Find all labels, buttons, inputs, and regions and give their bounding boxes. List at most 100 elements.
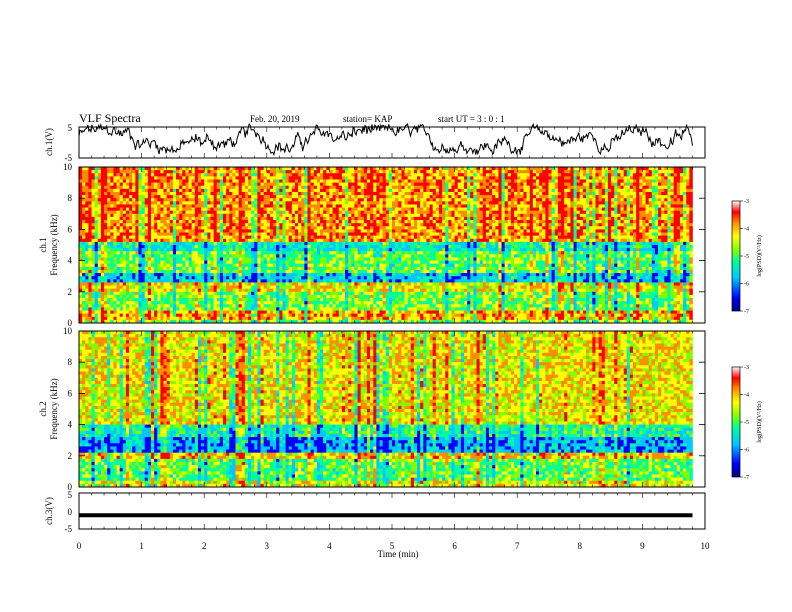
spectrogram-cell — [97, 232, 102, 236]
spectrogram-cell — [517, 195, 521, 199]
spectrogram-cell — [614, 173, 618, 177]
spectrogram-cell — [191, 241, 196, 246]
spectrogram-cell — [398, 191, 402, 196]
spectrogram-cell — [495, 204, 499, 208]
spectrogram-cell — [232, 223, 236, 227]
spectrogram-cell — [451, 241, 455, 246]
spectrogram-cell — [373, 235, 377, 240]
spectrogram-cell — [201, 201, 205, 205]
spectrogram-cell — [473, 182, 477, 187]
spectrogram-cell — [169, 191, 174, 196]
spectrogram-cell — [294, 170, 299, 174]
spectrogram-cell — [642, 241, 646, 246]
spectrogram-cell — [598, 241, 603, 246]
spectrogram-cell — [282, 238, 286, 243]
spectrogram-cell — [604, 182, 609, 187]
spectrogram-cell — [589, 195, 593, 199]
spectrogram-cell — [623, 241, 628, 246]
spectrogram-cell — [504, 207, 509, 211]
spectrogram-cell — [301, 182, 305, 187]
spectrogram-cell — [495, 207, 499, 211]
spectrogram-cell — [413, 220, 418, 224]
spectrogram-cell — [445, 198, 449, 202]
spectrogram-cell — [285, 176, 290, 180]
spectrogram-cell — [276, 223, 280, 227]
spectrogram-cell — [667, 185, 671, 190]
spectrogram-cell — [122, 207, 127, 211]
spectrogram-cell — [413, 198, 418, 202]
spectrogram-cell — [285, 241, 290, 246]
spectrogram-cell — [298, 191, 302, 196]
spectrogram-cell — [567, 182, 571, 187]
spectrogram-cell — [470, 191, 474, 196]
spectrogram-cell — [357, 213, 361, 218]
spectrogram-cell — [395, 188, 399, 193]
spectrogram-cell — [269, 232, 274, 236]
spectrogram-cell — [667, 188, 671, 193]
spectrogram-cell — [113, 216, 117, 221]
spectrogram-cell — [435, 235, 440, 240]
spectrogram-cell — [686, 201, 690, 205]
spectrogram-cell — [629, 238, 634, 243]
spectrogram-cell — [363, 198, 368, 202]
spectrogram-cell — [341, 170, 346, 174]
spectrogram-cell — [529, 241, 534, 246]
spectrogram-cell — [401, 191, 405, 196]
spectrogram-cell — [451, 198, 455, 202]
spectrogram-cell — [269, 201, 274, 205]
spectrogram-cell — [345, 167, 349, 171]
spectrogram-cell — [504, 241, 509, 246]
spectrogram-cell — [607, 226, 612, 230]
spectrogram-cell — [373, 210, 377, 215]
spectrogram-cell — [398, 229, 402, 233]
spectrogram-cell — [163, 173, 167, 177]
spectrogram-cell — [529, 195, 534, 199]
spectrogram-cell — [185, 185, 189, 190]
spectrogram-cell — [392, 232, 396, 236]
spectrogram-cell — [188, 241, 192, 246]
spectrogram-cell — [354, 198, 358, 202]
spectrogram-cell — [376, 198, 380, 202]
spectrogram-cell — [207, 188, 211, 193]
spectrogram-cell — [82, 191, 86, 196]
spectrogram-cell — [479, 207, 484, 211]
spectrogram-cell — [119, 238, 124, 243]
spectrogram-cell — [376, 241, 380, 246]
spectrogram-cell — [341, 210, 346, 215]
spectrogram-cell — [373, 170, 377, 174]
spectrogram-cell — [82, 220, 86, 224]
spectrogram-cell — [335, 245, 340, 249]
spectrogram-cell — [132, 195, 136, 199]
spectrogram-cell — [119, 213, 124, 218]
spectrogram-cell — [363, 241, 368, 246]
spectrogram-cell — [620, 241, 624, 246]
spectrogram-cell — [467, 223, 471, 227]
spectrogram-cell — [276, 229, 280, 233]
spectrogram-cell — [451, 185, 455, 190]
spectrogram-cell — [601, 195, 606, 199]
spectrogram-cell — [404, 179, 408, 183]
spectrogram-cell — [451, 176, 455, 180]
spectrogram-cell — [116, 223, 120, 227]
spectrogram-cell — [470, 226, 474, 230]
spectrogram-cell — [260, 182, 264, 187]
spectrogram-cell — [473, 179, 477, 183]
spectrogram-cell — [683, 223, 687, 227]
spectrogram-cell — [554, 226, 559, 230]
spectrogram-cell — [567, 207, 571, 211]
spectrogram-cell — [79, 185, 83, 190]
spectrogram-cell — [645, 213, 649, 218]
spectrogram-cell — [238, 245, 243, 249]
spectrogram-cell — [679, 182, 684, 187]
spectrogram-cell — [269, 207, 274, 211]
spectrogram-cell — [598, 223, 603, 227]
spectrogram-cell — [670, 198, 674, 202]
spectrogram-cell — [595, 223, 599, 227]
spectrogram-cell — [564, 216, 568, 221]
spectrogram-cell — [407, 188, 412, 193]
spectrogram-cell — [366, 241, 371, 246]
spectrogram-cell — [276, 220, 280, 224]
spectrogram-cell — [676, 232, 681, 236]
spectrogram-cell — [679, 238, 684, 243]
spectrogram-cell — [129, 235, 133, 240]
